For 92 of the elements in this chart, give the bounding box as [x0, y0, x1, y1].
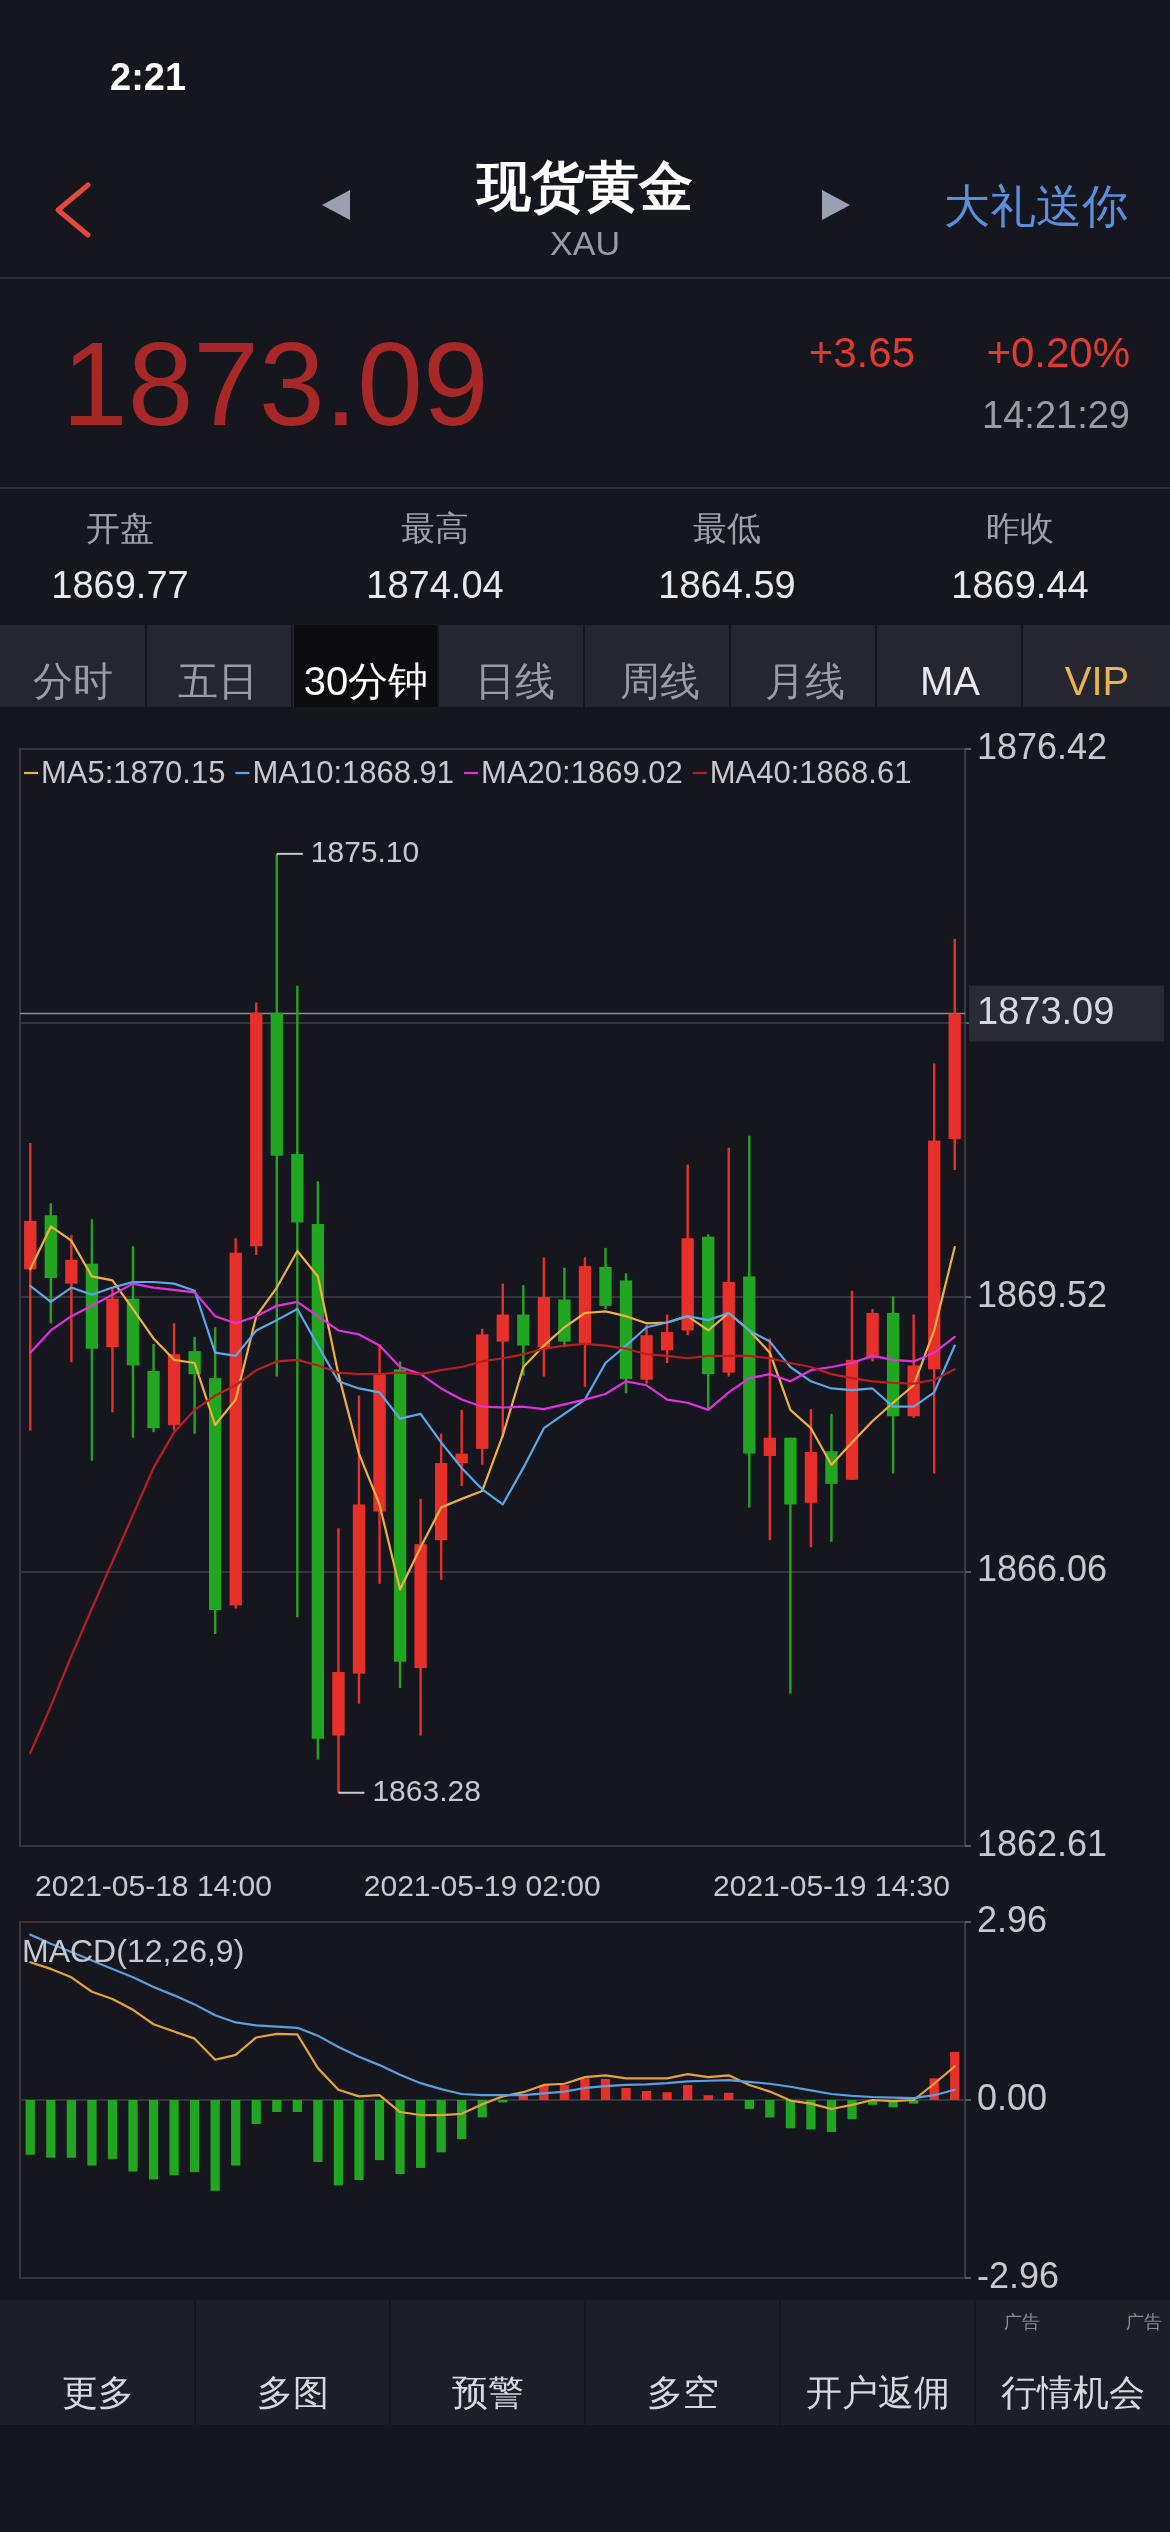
candlestick — [291, 984, 304, 1619]
text: 多空 — [647, 2372, 719, 2413]
text: MA — [920, 659, 981, 703]
text: 最低 — [693, 509, 761, 547]
bar — [374, 2100, 385, 2161]
bar — [354, 2100, 364, 2180]
text: 30分钟 — [303, 659, 429, 703]
line-series — [29, 1280, 956, 1506]
bar — [703, 2095, 713, 2100]
bar — [190, 2100, 200, 2173]
bar — [765, 2100, 775, 2118]
line-series — [29, 1342, 956, 1755]
text: 14:21:29 — [982, 394, 1130, 436]
text: VIP — [1064, 659, 1130, 703]
bar — [395, 2100, 405, 2174]
bar — [313, 2100, 323, 2162]
text: 日线 — [475, 659, 555, 703]
bar — [292, 2100, 302, 2113]
text: 1869.44 — [951, 564, 1089, 606]
text: 广告 — [1126, 2312, 1162, 2332]
y-tick-label: 0.00 — [977, 2076, 1048, 2118]
bar — [683, 2084, 693, 2100]
candlestick — [660, 1313, 674, 1365]
candlestick — [188, 1335, 201, 1435]
y-tick-label: 1862.61 — [977, 1822, 1108, 1864]
bar — [806, 2100, 816, 2130]
text: +0.20% — [986, 329, 1130, 376]
bar — [826, 2100, 837, 2132]
text: 昨收 — [986, 509, 1054, 547]
legend-label: MA5:1870.15 — [41, 755, 226, 790]
bar — [128, 2100, 138, 2172]
bar — [724, 2092, 734, 2100]
text: 广告 — [1004, 2312, 1040, 2332]
bar — [333, 2100, 344, 2186]
text: 开户返佣 — [806, 2372, 950, 2413]
text: 行情机会 — [1001, 2372, 1145, 2413]
annotation: 1863.28 — [372, 1773, 481, 1807]
text: 月线 — [765, 659, 845, 703]
line-series — [29, 1225, 956, 1591]
bar — [46, 2100, 56, 2158]
text: 开盘 — [86, 509, 154, 547]
text: 五日 — [178, 659, 258, 703]
y-tick-label: 1866.06 — [977, 1548, 1108, 1590]
line-series — [29, 1282, 956, 1411]
bar — [785, 2100, 795, 2129]
bar — [66, 2100, 76, 2158]
bar — [436, 2100, 446, 2153]
candlestick — [763, 1337, 776, 1542]
bar — [148, 2100, 159, 2180]
text: +3.65 — [808, 329, 915, 376]
x-tick-label: 2021-05-19 02:00 — [363, 1869, 601, 1902]
text: 1869.77 — [51, 564, 189, 606]
bar — [272, 2100, 282, 2113]
bar — [641, 2090, 652, 2100]
bar — [87, 2100, 97, 2166]
legend-label: MA20:1869.02 — [481, 755, 683, 790]
text: 1874.04 — [366, 564, 504, 606]
text: 大礼送你 — [944, 180, 1128, 232]
text: 1864.59 — [658, 564, 796, 606]
text: 周线 — [620, 659, 700, 703]
bar — [457, 2100, 467, 2140]
text: 最高 — [401, 509, 469, 547]
text: 预警 — [452, 2372, 524, 2413]
y-tick-label: -2.96 — [977, 2254, 1060, 2296]
bar — [210, 2100, 220, 2191]
bar — [107, 2100, 118, 2159]
text: 分时 — [33, 659, 113, 703]
bar — [744, 2100, 754, 2110]
bar — [169, 2100, 179, 2176]
y-tick-label: 1869.52 — [977, 1273, 1108, 1315]
text: XAU — [550, 224, 620, 262]
y-tick-label: 2.96 — [977, 1898, 1048, 1940]
text: 2:21 — [110, 56, 187, 98]
bar — [25, 2100, 35, 2155]
text: 现货黄金 — [475, 156, 693, 216]
bar — [950, 2051, 960, 2100]
text: 1873.09 — [62, 318, 489, 450]
text: 多图 — [257, 2372, 329, 2413]
candlestick — [65, 1233, 78, 1364]
ref-line-label: 1873.09 — [977, 989, 1115, 1032]
bar — [415, 2100, 426, 2168]
bar — [621, 2087, 631, 2100]
legend-label: MA10:1868.91 — [252, 755, 455, 790]
y-tick-label: 1876.42 — [977, 725, 1108, 767]
annotation: 1875.10 — [310, 834, 420, 868]
bar — [662, 2092, 672, 2100]
bar — [251, 2100, 261, 2125]
legend-label: MA40:1868.61 — [709, 755, 912, 790]
text: 更多 — [62, 2372, 134, 2413]
x-tick-label: 2021-05-18 14:00 — [35, 1869, 272, 1902]
x-tick-label: 2021-05-19 14:30 — [713, 1869, 950, 1902]
bar — [231, 2100, 241, 2166]
